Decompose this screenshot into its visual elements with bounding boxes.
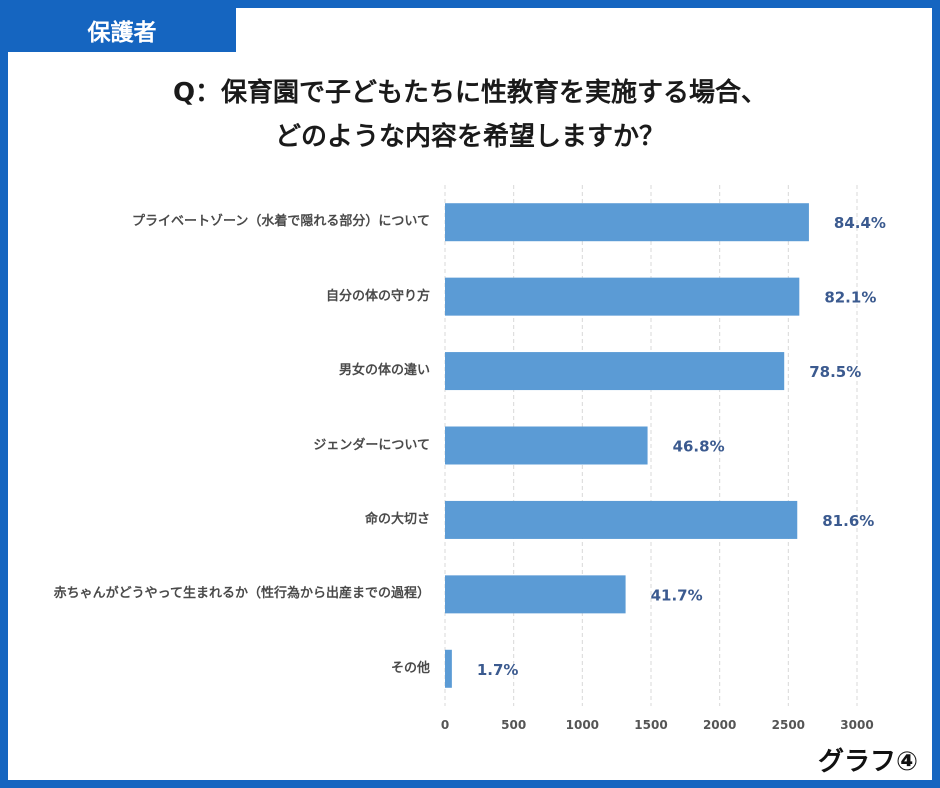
bar — [445, 500, 798, 539]
data-label: 81.6% — [822, 512, 874, 530]
bar — [445, 649, 452, 688]
x-tick-label: 0 — [441, 718, 449, 732]
x-tick-label: 3000 — [840, 718, 873, 732]
bar — [445, 575, 626, 614]
respondent-tag: 保護者 — [8, 8, 236, 52]
x-tick-label: 2000 — [703, 718, 736, 732]
question-title-line-2: どのような内容を希望しますか？ — [274, 122, 665, 152]
bar — [445, 352, 785, 391]
x-tick-label: 1000 — [566, 718, 599, 732]
category-label: 自分の体の守り方 — [325, 288, 430, 304]
category-label: ジェンダーについて — [313, 437, 430, 453]
question-title-line-1: Q：保育園で子どもたちに性教育を実施する場合、 — [172, 78, 768, 108]
data-label: 1.7% — [477, 661, 519, 679]
category-label: プライベートゾーン（水着で隠れる部分）について — [132, 214, 430, 230]
bar — [445, 426, 648, 465]
data-label: 84.4% — [834, 214, 886, 232]
x-tick-label: 1500 — [634, 718, 667, 732]
x-tick-label: 500 — [501, 718, 526, 732]
bar — [445, 277, 800, 316]
category-label: その他 — [390, 660, 430, 676]
graph-number-label: グラフ④ — [817, 747, 918, 777]
category-label: 男女の体の違い — [338, 363, 430, 379]
white-panel — [8, 8, 932, 780]
data-label: 82.1% — [824, 289, 876, 307]
data-label: 78.5% — [809, 363, 861, 381]
x-tick-label: 2500 — [772, 718, 805, 732]
data-label: 46.8% — [673, 438, 725, 456]
data-label: 41.7% — [651, 586, 703, 604]
category-label: 命の大切さ — [364, 511, 430, 527]
category-label: 赤ちゃんがどうやって生まれるか（性行為から出産までの過程） — [53, 586, 430, 602]
bar — [445, 203, 809, 242]
